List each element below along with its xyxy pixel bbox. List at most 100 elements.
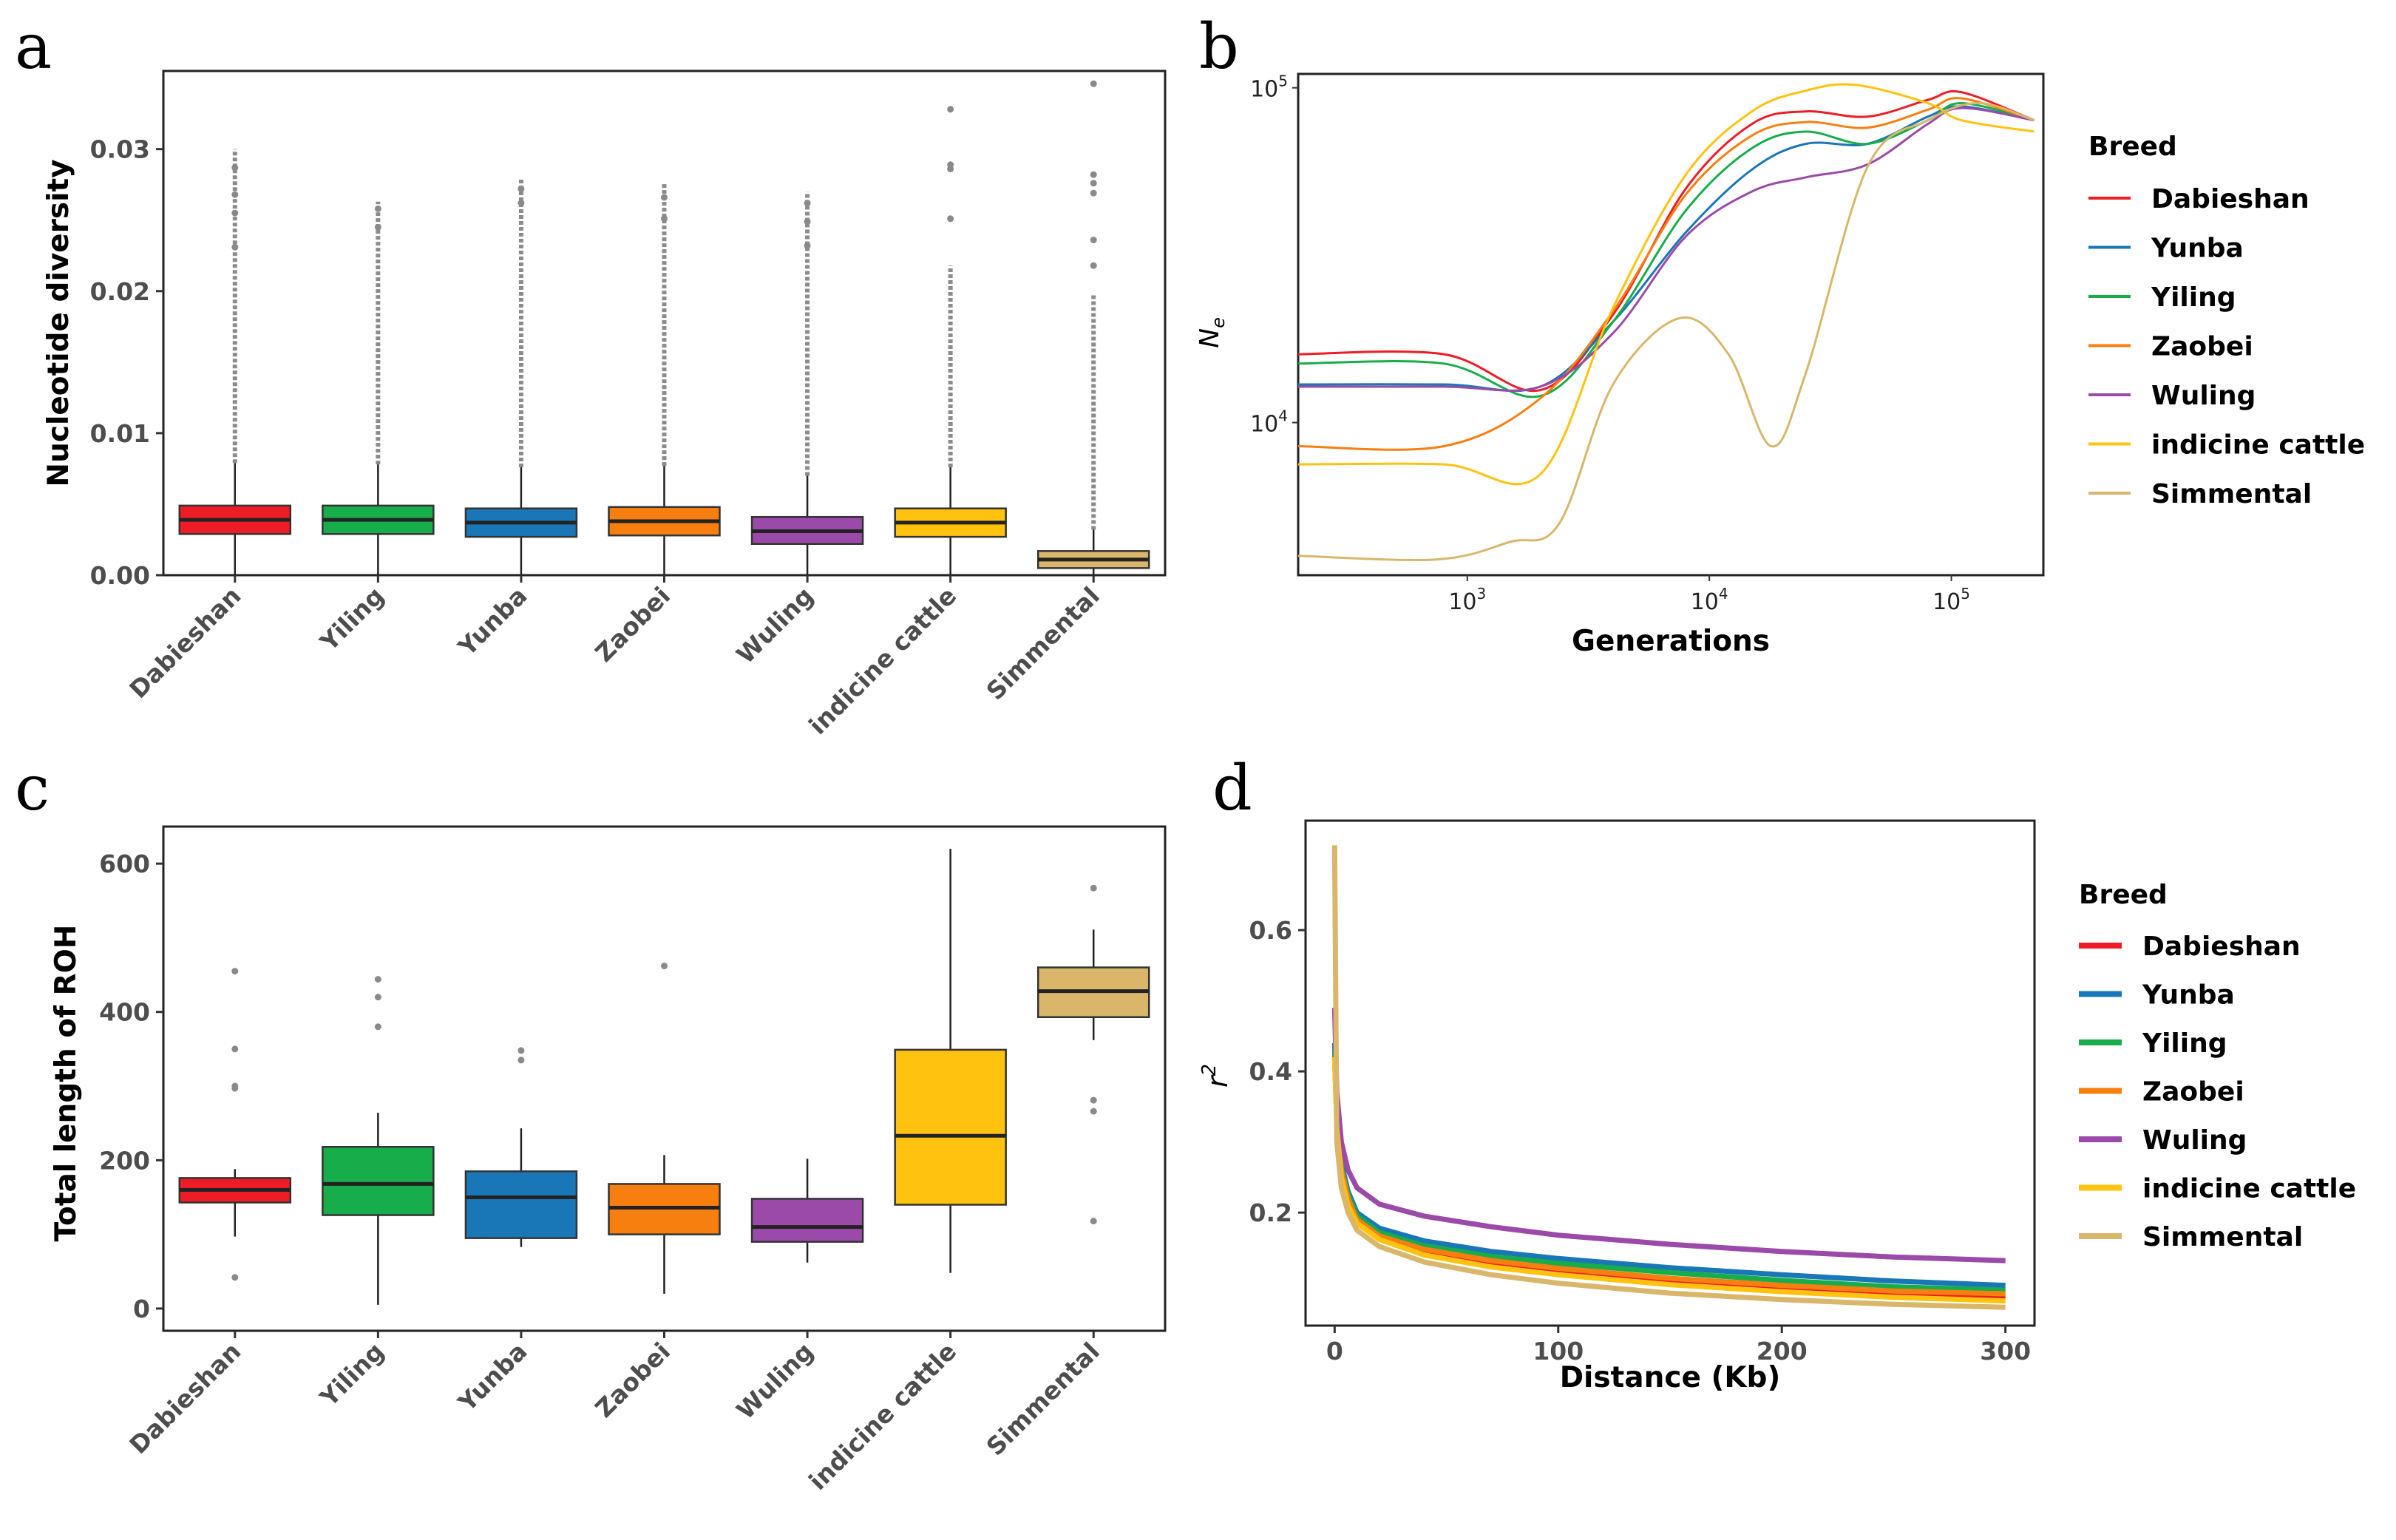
outlier-point — [1090, 884, 1097, 892]
legend-b: Breed Dabieshan Yunba Yiling Zaobei Wuling in… — [2088, 132, 2365, 509]
x-tick-label: Wuling — [730, 581, 818, 669]
outlier-point — [1090, 171, 1097, 178]
box-wuling — [750, 191, 864, 575]
outlier-point — [661, 215, 668, 223]
outlier-point — [804, 218, 811, 225]
outlier-point — [517, 185, 525, 192]
x-tick-label: 200 — [1757, 1337, 1808, 1366]
x-tick-label: Yiling — [314, 1337, 390, 1412]
box-wuling — [750, 1159, 864, 1263]
panel-label-a: a — [15, 10, 52, 83]
legend-label-dabieshan: Dabieshan — [2142, 932, 2301, 962]
x-tick-label: 103 — [1448, 585, 1486, 615]
legend-label-yiling: Yiling — [2142, 1028, 2227, 1059]
outlier-point — [804, 242, 811, 249]
x-tick-label: Wuling — [730, 1337, 818, 1425]
series-line-yunba — [1297, 105, 2034, 393]
outlier-point — [231, 968, 239, 975]
x-tick-label: 300 — [1980, 1337, 2031, 1366]
series-line-simmental — [1331, 845, 2006, 1310]
outlier-point — [231, 243, 239, 251]
legend-label-simmental: Simmental — [2151, 479, 2312, 509]
series-line-dabieshan — [1331, 1056, 2006, 1300]
x-tick-label: 105 — [1932, 585, 1970, 615]
legend-label-wuling: Wuling — [2142, 1125, 2247, 1156]
legend-label-zaobei: Zaobei — [2151, 332, 2253, 362]
y-tick-label: 0 — [133, 1295, 150, 1323]
outlier-point — [804, 200, 811, 207]
y-axis-title-d: r2 — [1198, 1064, 1234, 1088]
outlier-point — [517, 200, 525, 207]
x-tick-label: indicine cattle — [803, 581, 962, 740]
box-iqr — [750, 1198, 864, 1243]
box-simmental — [1036, 884, 1150, 1225]
series-line-wuling — [1331, 1008, 2006, 1263]
plot-frame-d — [1304, 819, 2036, 1327]
panel-label-c: c — [15, 752, 50, 824]
outlier-point — [947, 106, 954, 113]
panel-label-d: d — [1212, 752, 1252, 824]
x-axis-title-b: Generations — [1572, 625, 1770, 658]
x-tick-label: 0 — [1326, 1337, 1343, 1366]
box-simmental — [1036, 80, 1150, 575]
x-axis-title-d: Distance (Kb) — [1560, 1361, 1781, 1394]
y-tick-label: 0.4 — [1249, 1057, 1292, 1086]
outlier-point — [517, 1047, 525, 1054]
outlier-point — [231, 1082, 239, 1090]
legend-title-b: Breed — [2088, 132, 2177, 162]
box-yiling — [322, 201, 435, 575]
outlier-point — [947, 215, 954, 223]
y-tick-label: 0.03 — [90, 135, 150, 164]
panel-a: a 0.00 0.01 0.02 0.03 Dabieshan Yiling Yunba Z… — [15, 10, 1167, 740]
y-tick-label: 0.00 — [90, 561, 150, 590]
panel-label-b: b — [1199, 10, 1239, 83]
x-tick-label: Zaobei — [589, 581, 676, 668]
box-iqr — [464, 1170, 578, 1239]
series-line-indicine-cattle — [1297, 83, 2034, 486]
box-dabieshan — [178, 149, 292, 575]
outlier-point — [231, 1045, 239, 1053]
x-tick-label: Dabieshan — [123, 581, 246, 704]
y-tick-label: 0.2 — [1249, 1198, 1292, 1227]
x-tick-label: Simmental — [981, 1337, 1105, 1461]
outlier-point — [231, 209, 239, 217]
outlier-point — [231, 164, 239, 172]
y-tick-label: 0.01 — [90, 419, 150, 448]
series-line-dabieshan — [1297, 90, 2035, 393]
outlier-point — [1090, 189, 1097, 197]
outlier-point — [1090, 237, 1097, 244]
outlier-point — [1090, 1218, 1097, 1225]
box-indicine-cattle — [894, 849, 1007, 1273]
x-tick-label: Yiling — [314, 581, 390, 657]
legend-label-yunba: Yunba — [2142, 980, 2235, 1011]
box-iqr — [322, 1146, 435, 1216]
outlier-point — [374, 976, 381, 983]
series-line-yiling — [1297, 101, 2034, 398]
legend-label-indicine-cattle: indicine cattle — [2151, 430, 2365, 461]
y-tick-label: 105 — [1250, 72, 1288, 103]
outlier-point — [947, 161, 954, 169]
box-yiling — [322, 976, 435, 1305]
box-zaobei — [608, 183, 721, 575]
outlier-point — [1090, 180, 1097, 187]
panel-b: b 104 105 103 104 105 Generations Ne Breed … — [1195, 10, 2365, 658]
series-line-zaobei — [1297, 97, 2035, 451]
box-yunba — [464, 179, 578, 575]
legend-label-indicine-cattle: indicine cattle — [2142, 1174, 2356, 1204]
outlier-point — [517, 1056, 525, 1064]
x-tick-label: 104 — [1691, 585, 1728, 615]
box-dabieshan — [178, 968, 292, 1281]
x-tick-label: Yunba — [452, 581, 532, 662]
y-axis-title-c: Total length of ROH — [50, 925, 83, 1242]
y-tick-label: 600 — [99, 849, 150, 878]
x-tick-label: Zaobei — [589, 1337, 676, 1423]
outlier-point — [661, 194, 668, 201]
box-iqr — [894, 1048, 1007, 1206]
plot-frame-b — [1297, 72, 2045, 577]
x-tick-label: indicine cattle — [803, 1337, 962, 1496]
outlier-point — [661, 963, 668, 970]
panel-d: d 0.20.40.6 0 100 200 300 Distance (Kb) r2 … — [1198, 752, 2356, 1394]
outlier-point — [1090, 80, 1097, 87]
box-zaobei — [608, 963, 721, 1294]
